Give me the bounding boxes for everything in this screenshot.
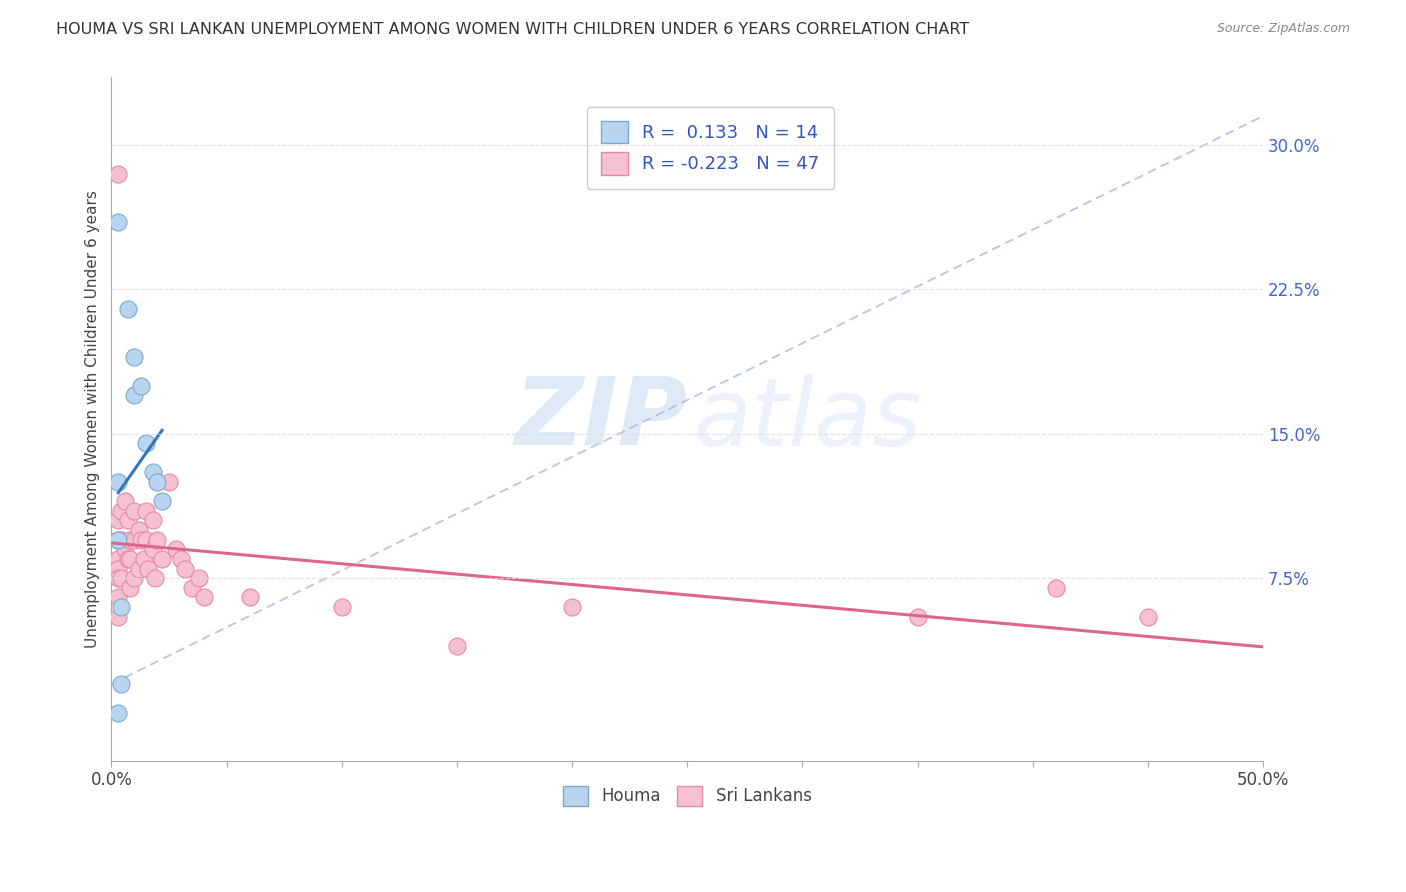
Text: ZIP: ZIP bbox=[515, 373, 688, 466]
Point bbox=[107, 609, 129, 624]
Point bbox=[135, 436, 157, 450]
Point bbox=[131, 378, 153, 392]
Point bbox=[107, 513, 129, 527]
Point bbox=[107, 571, 129, 585]
Point bbox=[193, 591, 215, 605]
Point bbox=[142, 542, 165, 557]
Point bbox=[142, 465, 165, 479]
Point bbox=[157, 475, 180, 489]
Point bbox=[110, 533, 132, 547]
Point bbox=[110, 677, 132, 691]
Point bbox=[110, 504, 132, 518]
Point bbox=[110, 600, 132, 615]
Point bbox=[446, 639, 468, 653]
Point bbox=[169, 552, 191, 566]
Point bbox=[1045, 581, 1067, 595]
Point bbox=[165, 542, 187, 557]
Point bbox=[131, 533, 153, 547]
Point bbox=[117, 513, 139, 527]
Point bbox=[330, 600, 353, 615]
Point bbox=[118, 533, 141, 547]
Point bbox=[110, 571, 132, 585]
Point bbox=[239, 591, 262, 605]
Point bbox=[135, 504, 157, 518]
Point bbox=[107, 706, 129, 720]
Point bbox=[107, 533, 129, 547]
Point bbox=[187, 571, 209, 585]
Point bbox=[107, 552, 129, 566]
Point bbox=[107, 475, 129, 489]
Point bbox=[181, 581, 204, 595]
Point bbox=[117, 552, 139, 566]
Text: Source: ZipAtlas.com: Source: ZipAtlas.com bbox=[1216, 22, 1350, 36]
Y-axis label: Unemployment Among Women with Children Under 6 years: Unemployment Among Women with Children U… bbox=[86, 190, 100, 648]
Point bbox=[136, 561, 159, 575]
Point bbox=[135, 533, 157, 547]
Point bbox=[117, 301, 139, 316]
Text: HOUMA VS SRI LANKAN UNEMPLOYMENT AMONG WOMEN WITH CHILDREN UNDER 6 YEARS CORRELA: HOUMA VS SRI LANKAN UNEMPLOYMENT AMONG W… bbox=[56, 22, 970, 37]
Point bbox=[107, 167, 129, 181]
Point bbox=[124, 533, 146, 547]
Point bbox=[124, 388, 146, 402]
Point bbox=[124, 571, 146, 585]
Point bbox=[107, 591, 129, 605]
Point bbox=[107, 561, 129, 575]
Point bbox=[150, 552, 173, 566]
Legend: Houma, Sri Lankans: Houma, Sri Lankans bbox=[554, 777, 820, 814]
Point bbox=[1137, 609, 1160, 624]
Point bbox=[907, 609, 929, 624]
Point bbox=[107, 215, 129, 229]
Point bbox=[150, 494, 173, 508]
Point bbox=[124, 504, 146, 518]
Point bbox=[124, 350, 146, 364]
Point bbox=[561, 600, 583, 615]
Point bbox=[146, 533, 169, 547]
Text: atlas: atlas bbox=[693, 374, 921, 465]
Point bbox=[143, 571, 166, 585]
Point bbox=[118, 552, 141, 566]
Point bbox=[146, 475, 169, 489]
Point bbox=[114, 542, 136, 557]
Point bbox=[174, 561, 197, 575]
Point bbox=[128, 523, 150, 537]
Point bbox=[118, 581, 141, 595]
Point bbox=[114, 494, 136, 508]
Point bbox=[132, 552, 155, 566]
Point bbox=[128, 561, 150, 575]
Point bbox=[107, 533, 129, 547]
Point bbox=[142, 513, 165, 527]
